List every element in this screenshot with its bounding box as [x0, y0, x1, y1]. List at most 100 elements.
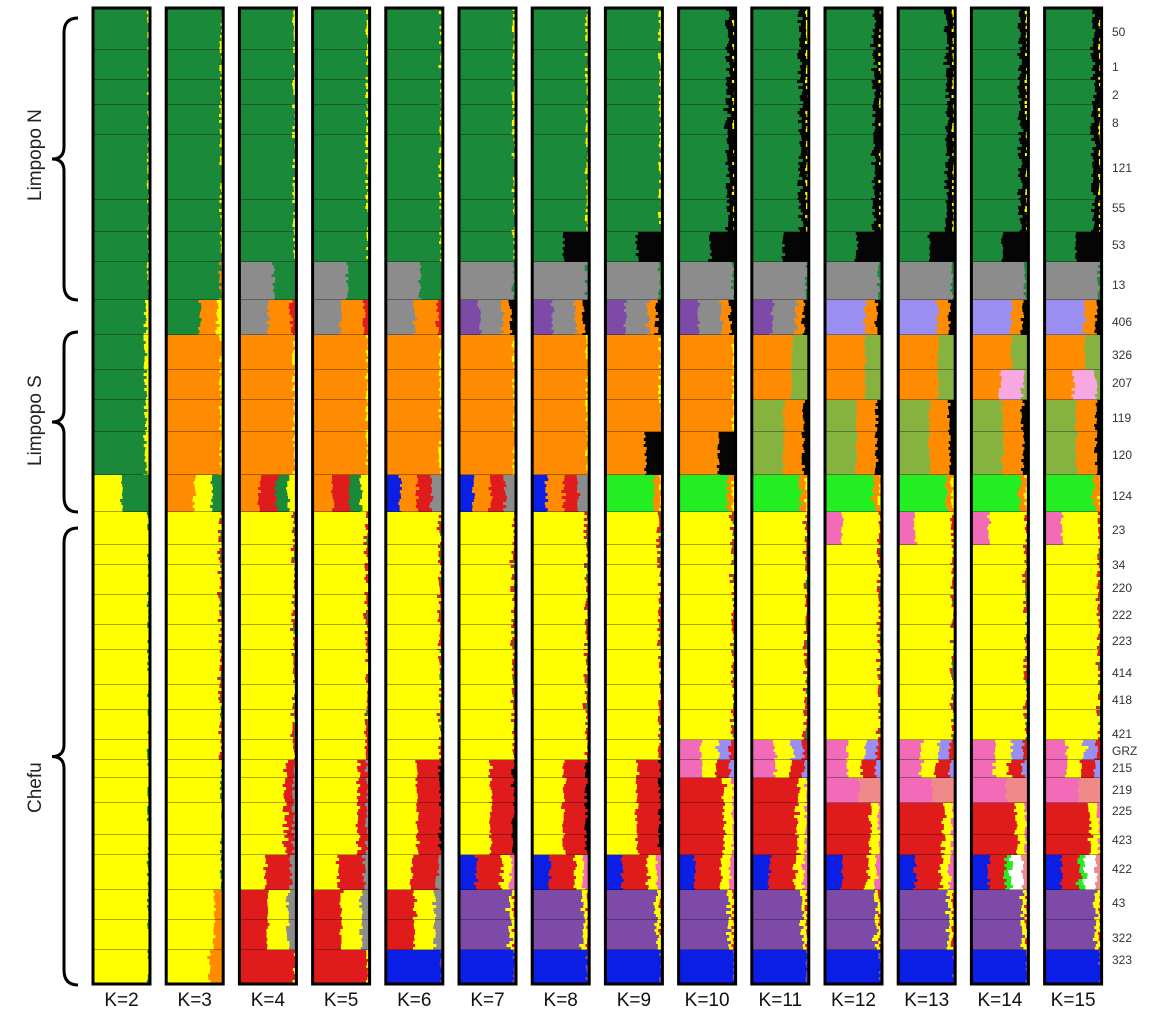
admixture-segment	[239, 147, 295, 150]
admixture-segment	[239, 847, 286, 850]
admixture-segment	[386, 101, 442, 104]
admixture-segment	[386, 827, 418, 830]
admixture-segment	[459, 481, 474, 484]
admixture-segment	[459, 530, 514, 533]
admixture-segment	[313, 743, 368, 746]
admixture-segment	[166, 628, 220, 631]
admixture-segment	[239, 965, 296, 968]
admixture-segment	[459, 147, 516, 150]
admixture-segment	[402, 487, 420, 490]
admixture-segment	[313, 697, 368, 700]
admixture-segment	[386, 212, 443, 215]
admixture-segment	[459, 885, 476, 888]
admixture-segment	[93, 183, 147, 186]
admixture-segment	[348, 268, 370, 271]
admixture-segment	[93, 259, 150, 262]
admixture-segment	[357, 850, 366, 853]
admixture-segment	[459, 376, 515, 379]
admixture-segment	[93, 551, 150, 554]
admixture-segment	[239, 530, 292, 533]
admixture-segment	[386, 490, 400, 493]
admixture-segment	[414, 306, 438, 309]
admixture-segment	[459, 870, 477, 873]
admixture-segment	[349, 490, 363, 493]
admixture-segment	[166, 256, 223, 259]
admixture-segment	[239, 908, 268, 911]
admixture-segment	[313, 403, 369, 406]
admixture-segment	[218, 691, 222, 694]
admixture-segment	[313, 250, 369, 253]
admixture-segment	[93, 447, 146, 450]
admixture-segment	[459, 619, 512, 622]
admixture-segment	[313, 114, 367, 117]
admixture-segment	[358, 818, 366, 821]
admixture-segment	[166, 653, 222, 656]
admixture-segment	[419, 487, 432, 490]
admixture-segment	[166, 518, 220, 521]
admixture-segment	[93, 406, 144, 409]
admixture-segment	[267, 306, 289, 309]
admixture-segment	[93, 493, 122, 496]
admixture-segment	[386, 438, 443, 441]
admixture-segment	[386, 265, 422, 268]
admixture-segment	[415, 760, 441, 763]
admixture-segment	[386, 643, 438, 646]
admixture-segment	[239, 215, 295, 218]
admixture-segment	[473, 505, 491, 508]
admixture-segment	[386, 465, 440, 468]
admixture-segment	[239, 347, 295, 350]
admixture-segment	[239, 462, 294, 465]
admixture-segment	[313, 821, 358, 824]
admixture-segment	[239, 224, 293, 227]
admixture-segment	[239, 303, 268, 306]
admixture-segment	[93, 631, 149, 634]
admixture-segment	[258, 493, 275, 496]
admixture-segment	[360, 835, 368, 838]
admixture-segment	[166, 300, 199, 303]
admixture-segment	[239, 421, 294, 424]
admixture-segment	[166, 259, 222, 262]
admixture-segment	[93, 662, 148, 665]
admixture-segment	[489, 835, 512, 838]
admixture-segment	[166, 610, 219, 613]
admixture-segment	[166, 713, 220, 716]
admixture-segment	[358, 799, 369, 802]
admixture-segment	[166, 209, 219, 212]
admixture-segment	[386, 616, 439, 619]
admixture-segment	[313, 400, 368, 403]
admixture-segment	[313, 610, 367, 613]
admixture-segment	[313, 435, 366, 438]
admixture-segment	[386, 796, 418, 799]
admixture-segment	[437, 527, 441, 530]
admixture-segment	[93, 974, 148, 977]
admixture-segment	[459, 508, 472, 511]
admixture-segment	[313, 554, 367, 557]
admixture-segment	[313, 530, 369, 533]
admixture-segment	[459, 722, 514, 725]
admixture-segment	[313, 876, 337, 879]
admixture-segment	[364, 731, 368, 734]
panel-k-6	[386, 8, 443, 984]
admixture-segment	[166, 536, 219, 539]
admixture-segment	[313, 453, 368, 456]
admixture-segment	[93, 899, 147, 902]
admixture-segment	[166, 41, 220, 44]
admixture-segment	[490, 815, 514, 818]
admixture-segment	[459, 847, 490, 850]
admixture-segment	[261, 490, 277, 493]
admixture-segment	[93, 671, 150, 674]
admixture-segment	[274, 292, 296, 295]
admixture-segment	[313, 300, 342, 303]
admixture-segment	[93, 867, 148, 870]
admixture-segment	[239, 309, 269, 312]
admixture-segment	[459, 646, 513, 649]
admixture-segment	[386, 62, 443, 65]
admixture-segment	[313, 625, 368, 628]
admixture-segment	[475, 493, 491, 496]
admixture-segment	[166, 432, 223, 435]
admixture-segment	[459, 335, 516, 338]
admixture-segment	[413, 300, 438, 303]
admixture-segment	[166, 850, 220, 853]
admixture-segment	[386, 209, 442, 212]
admixture-segment	[459, 778, 492, 781]
